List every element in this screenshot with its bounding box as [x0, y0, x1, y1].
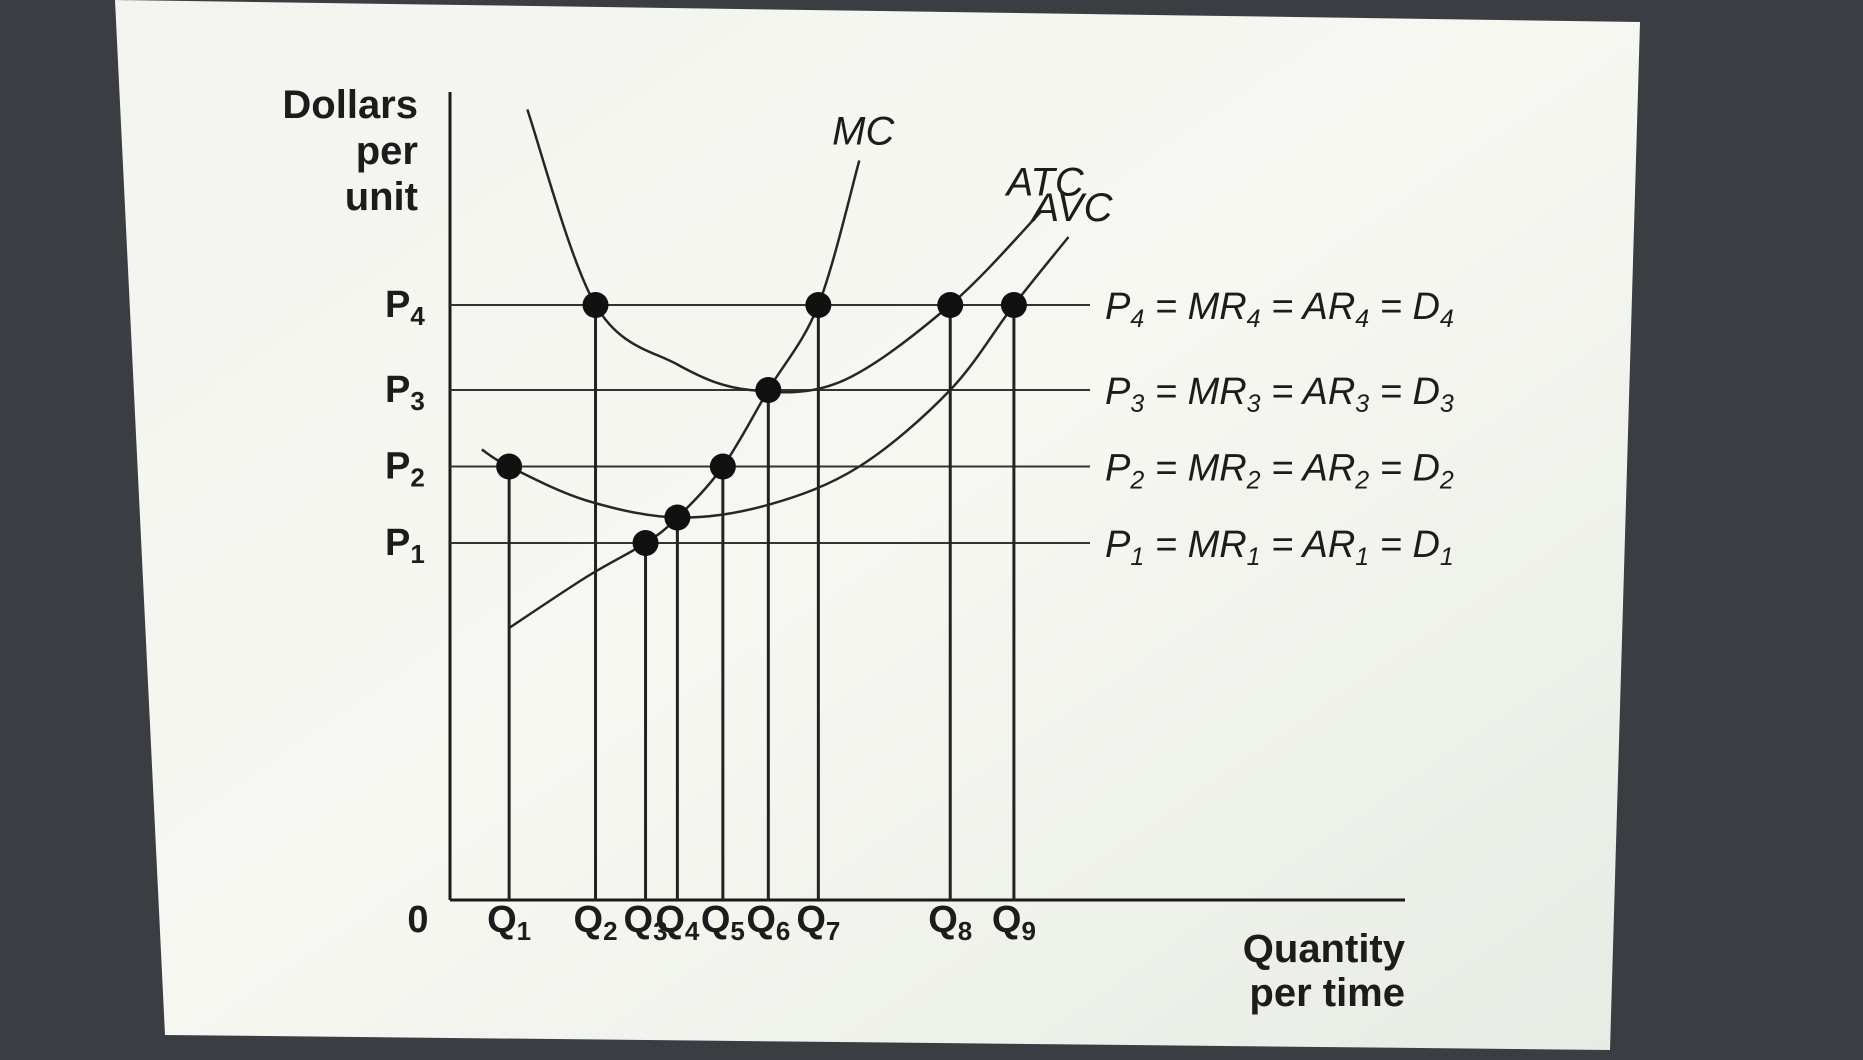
equilibrium-point-2 [582, 292, 609, 318]
curve-label-avc: AVC [1030, 186, 1113, 230]
curve-avc [481, 236, 1070, 519]
x-axis-title-line-1: Quantity [1243, 927, 1406, 971]
tick-label-q6: Q6 [746, 899, 790, 946]
tick-label-q4: Q4 [655, 899, 700, 946]
y-axis-title-line-2: per [356, 129, 418, 173]
equilibrium-point-9 [1000, 292, 1027, 318]
equilibrium-point-6 [755, 377, 782, 403]
equilibrium-point-8 [937, 292, 964, 318]
curve-label-mc: MC [832, 110, 895, 154]
demand-label-1: P1 = MR1 = AR1 = D1 [1105, 524, 1454, 571]
x-axis-title-line-2: per time [1249, 971, 1405, 1015]
demand-label-2: P2 = MR2 = AR2 = D2 [1105, 448, 1454, 495]
demand-label-3: P3 = MR3 = AR3 = D3 [1105, 371, 1454, 418]
curve-label-atc: ATC [1005, 161, 1085, 205]
y-axis-title-line-1: Dollars [282, 83, 418, 127]
origin-label: 0 [407, 899, 428, 941]
equilibrium-point-1 [496, 453, 523, 480]
equilibrium-point-5 [709, 453, 736, 480]
tick-label-q2: Q2 [574, 899, 618, 946]
tick-label-p1: P1 [385, 522, 425, 569]
tick-label-q3: Q3 [624, 899, 668, 946]
paper-sheet [115, 0, 1640, 1050]
equilibrium-point-3 [632, 530, 659, 556]
tick-label-q9: Q9 [992, 899, 1036, 946]
tick-label-p4: P4 [385, 284, 425, 331]
tick-label-p2: P2 [385, 446, 425, 493]
tick-label-q1: Q1 [487, 899, 531, 946]
demand-label-4: P4 = MR4 = AR4 = D4 [1105, 286, 1454, 333]
y-axis-title-line-3: unit [345, 175, 418, 219]
tick-label-q5: Q5 [701, 899, 745, 946]
tick-label-p3: P3 [385, 369, 425, 416]
tick-label-q7: Q7 [796, 899, 840, 946]
tick-label-q8: Q8 [928, 899, 972, 946]
equilibrium-point-7 [805, 292, 832, 318]
equilibrium-point-4 [664, 504, 691, 531]
